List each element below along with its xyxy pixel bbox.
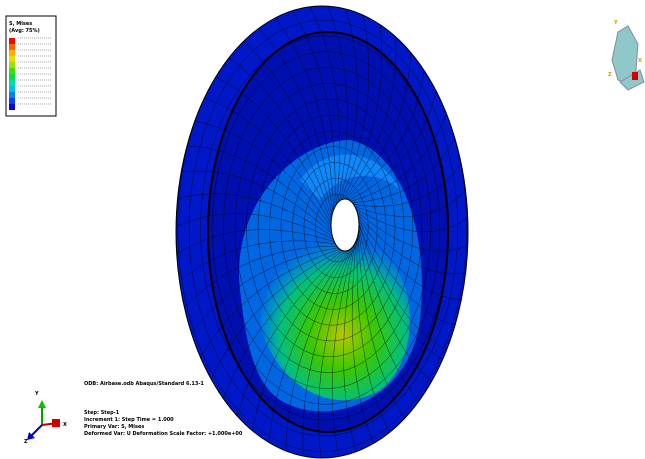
step-line: Step: Step-1 — [84, 410, 120, 416]
legend-subtitle: (Avg: 75%) — [9, 28, 40, 34]
triad-x: X — [63, 422, 67, 428]
cube-y: Y — [613, 20, 618, 26]
legend-swatch — [9, 86, 15, 92]
legend-swatch — [9, 92, 15, 98]
legend-swatch — [9, 68, 15, 74]
cube-z: Z — [608, 72, 612, 78]
primary-line: Primary Var: S, Mises — [84, 424, 144, 430]
cube-x: X — [638, 58, 642, 64]
triad-y: Y — [34, 391, 39, 397]
legend-title: S, Mises — [9, 21, 32, 27]
increment-line: Increment 1: Step Time = 1.000 — [84, 417, 174, 423]
legend-swatch — [9, 62, 15, 68]
triad-z: Z — [24, 439, 28, 445]
legend-swatch — [9, 80, 15, 86]
deformed-line: Deformed Var: U Deformation Scale Factor… — [84, 431, 243, 437]
scene: S, Mises (Avg: 75%) ODB: Airbase.odb Aba… — [0, 0, 645, 459]
legend-swatch — [9, 56, 15, 62]
viewport: S, Mises (Avg: 75%) ODB: Airbase.odb Aba… — [0, 0, 645, 459]
triad: Y X Z — [24, 391, 67, 445]
legend-swatch — [9, 74, 15, 80]
legend-swatch — [9, 98, 15, 104]
view-cube: Y X Z — [608, 20, 644, 90]
legend-swatch — [9, 104, 15, 110]
model — [176, 4, 468, 458]
legend-swatch — [9, 44, 15, 50]
legend-swatch — [9, 50, 15, 56]
legend: S, Mises (Avg: 75%) — [6, 16, 56, 116]
odb-line: ODB: Airbase.odb Abaqus/Standard 6.13-1 — [84, 381, 204, 387]
legend-swatch — [9, 38, 15, 44]
